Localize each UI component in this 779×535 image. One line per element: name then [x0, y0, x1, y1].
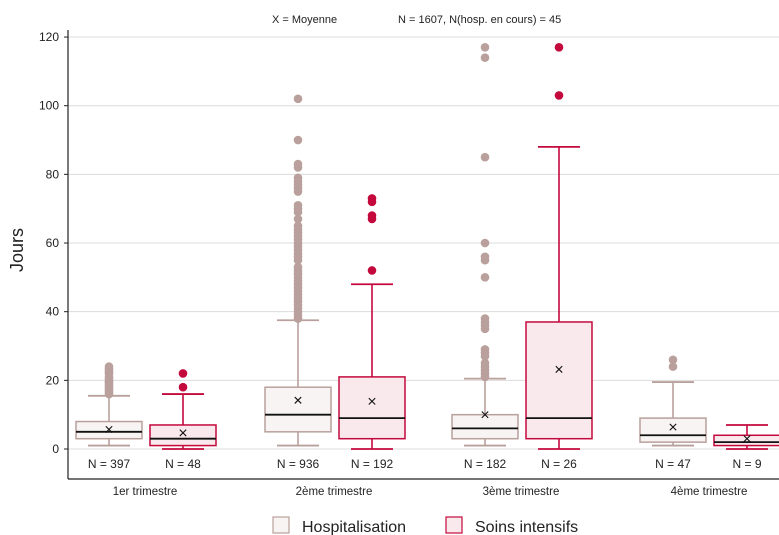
mean-marker — [179, 429, 187, 437]
outlier-point — [293, 94, 303, 104]
outlier-point — [480, 53, 490, 62]
outlier-point — [293, 200, 303, 210]
outlier-point — [293, 262, 303, 272]
box-group — [713, 424, 779, 450]
y-tick-label: 40 — [46, 305, 60, 319]
mean-marker — [669, 423, 677, 431]
outlier-point — [480, 252, 490, 262]
box-group — [149, 369, 217, 450]
outlier-point — [480, 314, 490, 323]
outlier-point — [367, 266, 377, 275]
sample-size-label: N = 26 — [541, 457, 577, 471]
category-label: 4ème trimestre — [671, 486, 748, 498]
sample-size-note: N = 1607, N(hosp. en cours) = 45 — [398, 14, 561, 26]
box-group — [338, 194, 406, 450]
legend-swatch-hospitalisation — [272, 516, 290, 534]
sample-size-label: N = 9 — [732, 457, 761, 471]
mean-marker — [743, 435, 751, 443]
box-iqr — [713, 434, 779, 447]
box-iqr — [451, 413, 519, 440]
mean-marker — [294, 396, 302, 404]
y-axis-title: Jours — [7, 228, 27, 272]
box-iqr — [149, 424, 217, 447]
y-tick-label: 20 — [46, 373, 60, 387]
mean-marker — [481, 411, 489, 419]
outlier-point — [480, 358, 490, 368]
outlier-point — [104, 362, 114, 371]
box-iqr — [525, 321, 593, 440]
outlier-point — [178, 369, 188, 378]
legend-label-soins-intensifs: Soins intensifs — [475, 519, 578, 535]
outlier-point — [480, 43, 490, 52]
outlier-point — [480, 345, 490, 354]
box-iqr — [338, 376, 406, 440]
outlier-point — [480, 273, 490, 282]
legend: Hospitalisation Soins intensifs — [272, 516, 578, 535]
gridlines — [68, 36, 779, 450]
outlier-point — [293, 159, 303, 169]
outlier-point — [554, 43, 564, 52]
legend-label-hospitalisation: Hospitalisation — [302, 519, 406, 535]
mean-marker — [555, 365, 563, 373]
outlier-point — [554, 91, 564, 100]
box-group — [451, 43, 519, 447]
outlier-point — [367, 194, 377, 203]
y-tick-label: 0 — [52, 442, 59, 456]
outlier-point — [668, 362, 678, 371]
axes — [64, 30, 779, 480]
y-tick-label: 80 — [46, 167, 60, 181]
box-group — [639, 355, 707, 447]
legend-swatch-soins-intensifs — [445, 516, 463, 534]
sample-size-label: N = 48 — [165, 457, 201, 471]
sample-size-label: N = 47 — [655, 457, 691, 471]
box-group — [525, 43, 593, 450]
sample-size-label: N = 182 — [464, 457, 507, 471]
outlier-point — [178, 382, 188, 392]
mean-marker-note: X = Moyenne — [272, 14, 337, 26]
mean-marker — [368, 397, 376, 405]
boxes — [75, 43, 779, 450]
y-tick-label: 60 — [46, 236, 60, 250]
box-group — [264, 94, 332, 447]
outlier-point — [668, 355, 678, 365]
sample-size-label: N = 192 — [351, 457, 394, 471]
category-label: 2ème trimestre — [296, 486, 373, 498]
labels: 0 20 40 60 80 100 120 1er trimestre 2ème trimest… — [39, 30, 762, 498]
y-tick-label: 100 — [39, 99, 59, 113]
outlier-point — [293, 214, 303, 224]
sample-size-label: N = 397 — [88, 457, 131, 471]
mean-marker — [105, 425, 113, 434]
outlier-point — [293, 221, 303, 231]
y-tick-label: 120 — [39, 30, 59, 44]
outlier-point — [367, 211, 377, 220]
box-iqr — [264, 386, 332, 433]
sample-size-label: N = 936 — [277, 457, 320, 471]
outlier-point — [480, 152, 490, 162]
outlier-point — [293, 173, 303, 183]
category-label: 3ème trimestre — [483, 486, 560, 498]
category-label: 1er trimestre — [113, 486, 178, 498]
outlier-point — [293, 135, 303, 145]
outlier-point — [480, 238, 490, 248]
box-group — [75, 362, 143, 447]
box-iqr — [639, 417, 707, 443]
